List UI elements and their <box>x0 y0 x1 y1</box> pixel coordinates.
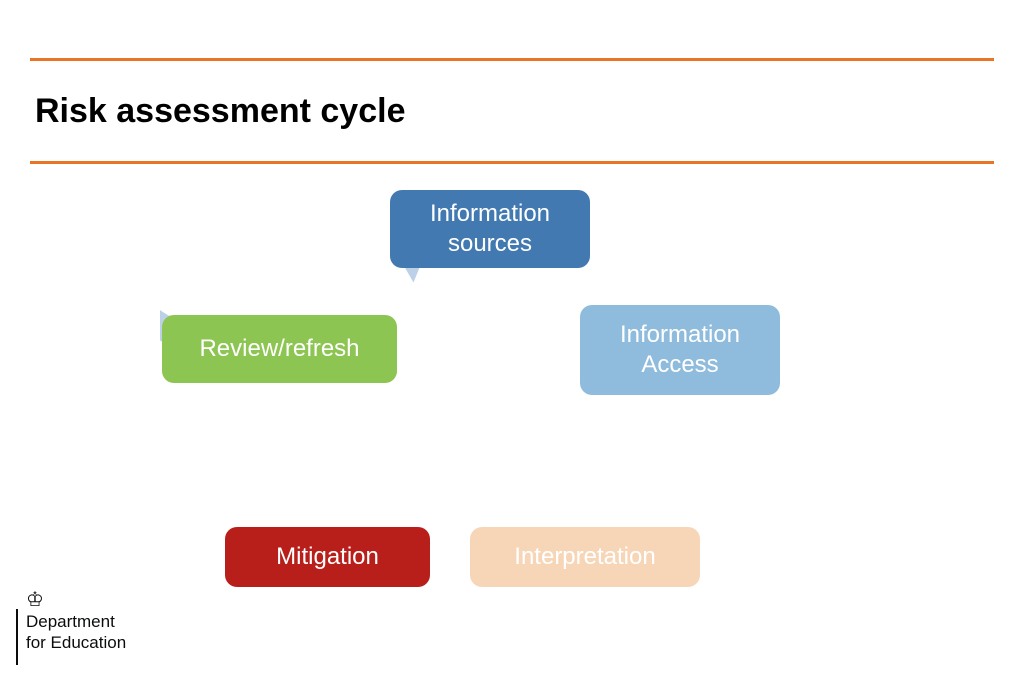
cycle-node-info-access: Information Access <box>580 305 780 395</box>
page-title: Risk assessment cycle <box>35 92 405 131</box>
cycle-node-mitigation: Mitigation <box>225 527 430 587</box>
cycle-node-review-refresh: Review/refresh <box>162 315 397 383</box>
logo-line-2: for Education <box>26 632 126 653</box>
cycle-diagram: Information sources Information Access Int… <box>160 195 780 635</box>
cycle-node-label: Interpretation <box>514 542 655 572</box>
cycle-node-label: Review/refresh <box>199 334 359 364</box>
cycle-node-label: Information Access <box>620 320 740 380</box>
crown-icon: ♔ <box>26 587 44 612</box>
cycle-node-label: Information sources <box>430 199 550 259</box>
cycle-node-interpretation: Interpretation <box>470 527 700 587</box>
logo-text: Department for Education <box>26 611 126 654</box>
logo-line-1: Department <box>26 611 126 632</box>
dept-logo: ♔ Department for Education <box>16 609 166 665</box>
top-rule-2 <box>30 161 994 164</box>
cycle-node-info-sources: Information sources <box>390 190 590 268</box>
cycle-node-label: Mitigation <box>276 542 379 572</box>
top-rule-1 <box>30 58 994 61</box>
logo-bar <box>16 609 18 665</box>
